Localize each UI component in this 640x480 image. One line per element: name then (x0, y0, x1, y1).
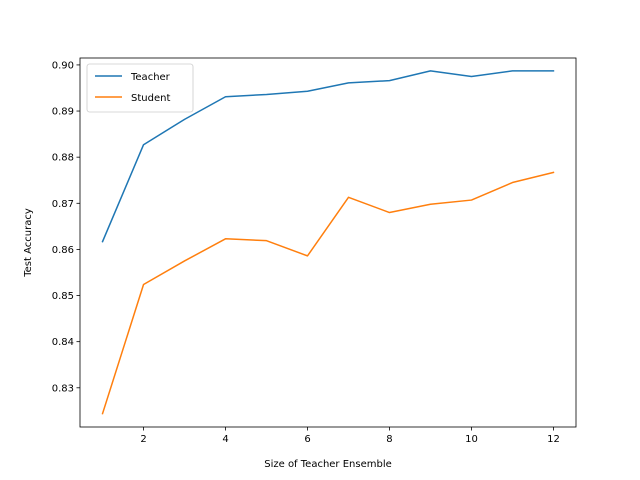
y-tick-label: 0.87 (52, 199, 74, 210)
x-tick-label: 6 (304, 434, 310, 445)
y-tick-label: 0.89 (52, 107, 74, 118)
x-axis-ticks: 2 4 6 8 10 12 (140, 427, 560, 445)
series-line-teacher (101, 70, 555, 243)
x-axis-label: Size of Teacher Ensemble (264, 459, 392, 470)
legend-label-student: Student (131, 93, 170, 104)
x-tick-label: 2 (140, 434, 146, 445)
y-tick-label: 0.84 (52, 337, 74, 348)
y-tick-label: 0.86 (52, 245, 74, 256)
x-tick-label: 8 (386, 434, 392, 445)
legend: Teacher Student (86, 63, 194, 113)
x-tick-label: 10 (465, 434, 478, 445)
y-tick-label: 0.88 (52, 153, 74, 164)
plot-frame (79, 57, 577, 428)
y-axis-ticks: 0.83 0.84 0.85 0.86 0.87 0.88 0.89 0.90 (52, 60, 80, 394)
y-axis-label: Test Accuracy (23, 208, 34, 278)
y-tick-label: 0.85 (52, 291, 74, 302)
y-tick-label: 0.90 (52, 60, 74, 71)
legend-label-teacher: Teacher (130, 72, 171, 83)
x-tick-label: 12 (547, 434, 560, 445)
series-line-student (101, 171, 555, 415)
series-layer (101, 70, 555, 415)
x-tick-label: 4 (222, 434, 228, 445)
y-tick-label: 0.83 (52, 383, 74, 394)
